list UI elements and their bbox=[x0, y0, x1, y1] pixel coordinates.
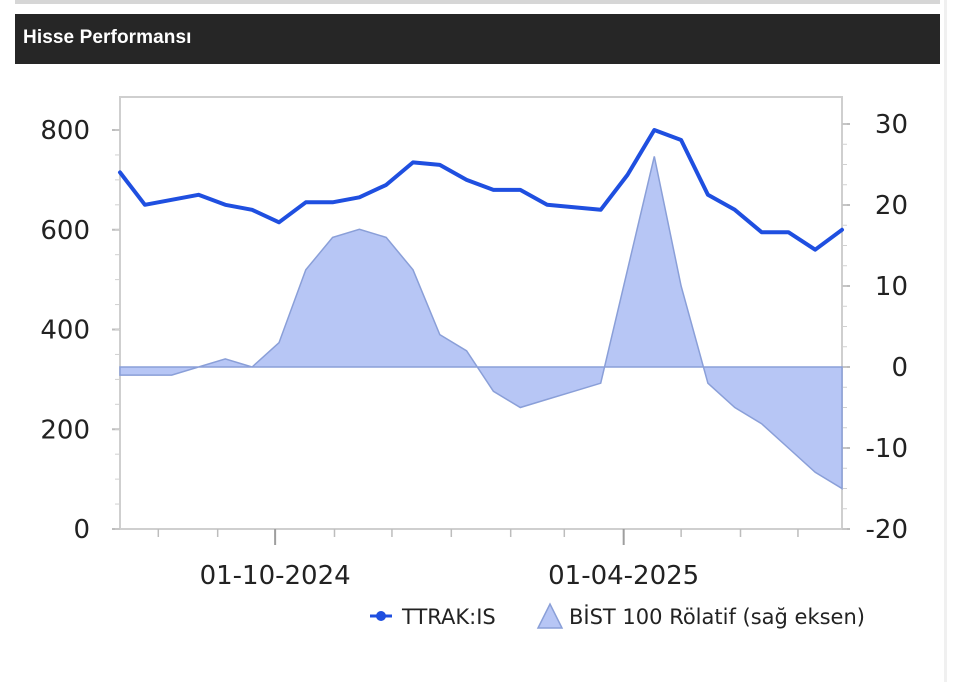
legend-label-price: TTRAK:IS bbox=[401, 605, 496, 629]
legend-area-swatch bbox=[536, 602, 564, 629]
left-axis-tick-label: 200 bbox=[40, 415, 90, 445]
right-edge-rule bbox=[944, 0, 947, 682]
left-axis-tick-label: 0 bbox=[73, 515, 90, 545]
right-axis-tick-label: -20 bbox=[866, 515, 908, 545]
top-rule bbox=[15, 0, 940, 4]
price-line-series bbox=[118, 128, 844, 252]
right-axis-tick-label: 0 bbox=[891, 353, 908, 383]
stock-performance-chart: 0 200 400 600 800 -20 -10 0 10 20 30 01-10-2024 01-0… bbox=[40, 96, 908, 629]
left-axis-tick-label: 800 bbox=[40, 116, 90, 146]
x-axis-tick-label: 01-04-2025 bbox=[548, 561, 699, 591]
right-axis-tick-label: 20 bbox=[875, 191, 908, 221]
right-axis-tick-label: 30 bbox=[875, 110, 908, 140]
left-axis-tick-label: 600 bbox=[40, 216, 90, 246]
x-axis-tick-label: 01-10-2024 bbox=[200, 561, 351, 591]
relative-area-series bbox=[119, 156, 843, 490]
right-axis-tick-label: 10 bbox=[875, 272, 908, 302]
section-title: Hisse Performansı bbox=[23, 27, 192, 48]
header-bar: Hisse Performansı bbox=[15, 14, 940, 64]
left-axis-tick-label: 400 bbox=[40, 316, 90, 346]
right-axis-tick-label: -10 bbox=[866, 434, 908, 464]
legend-label-relative: BİST 100 Rölatif (sağ eksen) bbox=[569, 604, 865, 629]
legend-line-marker bbox=[376, 611, 386, 621]
plot-frame bbox=[119, 96, 843, 530]
